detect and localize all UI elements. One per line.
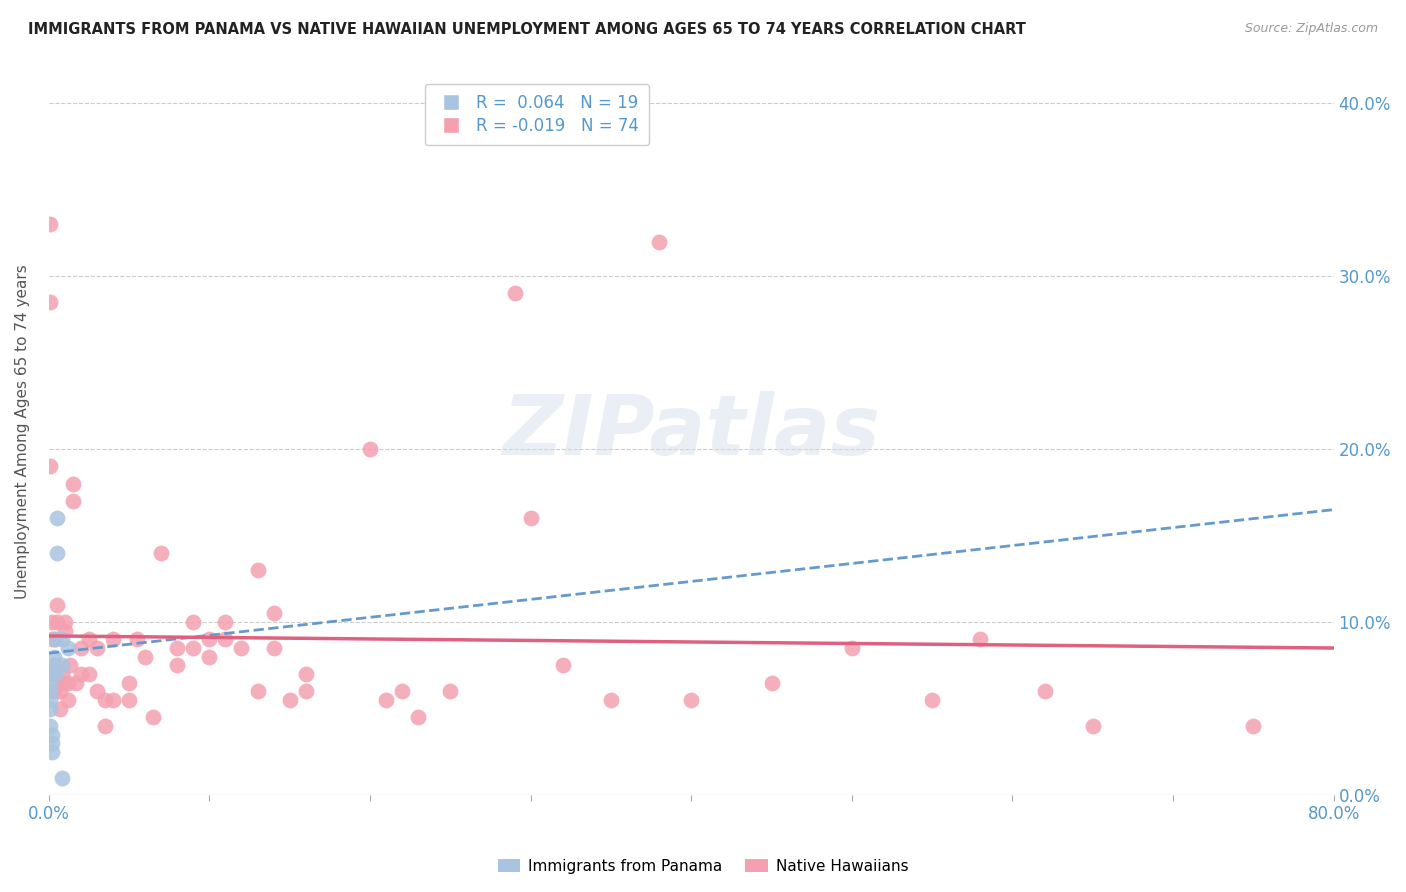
- Point: [53, 624, 76, 638]
- Point: [278, 693, 301, 707]
- Point: [1241, 719, 1264, 733]
- Point: [51, 771, 73, 785]
- Text: Source: ZipAtlas.com: Source: ZipAtlas.com: [1244, 22, 1378, 36]
- Point: [39, 459, 62, 474]
- Point: [294, 684, 316, 698]
- Point: [45, 511, 67, 525]
- Text: IMMIGRANTS FROM PANAMA VS NATIVE HAWAIIAN UNEMPLOYMENT AMONG AGES 65 TO 74 YEARS: IMMIGRANTS FROM PANAMA VS NATIVE HAWAIIA…: [28, 22, 1026, 37]
- Point: [150, 546, 173, 560]
- Point: [41, 736, 63, 750]
- Point: [198, 632, 221, 647]
- Point: [41, 615, 63, 629]
- Point: [53, 615, 76, 629]
- Point: [1033, 684, 1056, 698]
- Point: [45, 615, 67, 629]
- Point: [77, 632, 100, 647]
- Point: [42, 667, 65, 681]
- Point: [48, 675, 70, 690]
- Point: [41, 745, 63, 759]
- Point: [42, 649, 65, 664]
- Point: [56, 640, 79, 655]
- Point: [101, 632, 124, 647]
- Point: [77, 667, 100, 681]
- Point: [62, 494, 84, 508]
- Point: [406, 710, 429, 724]
- Point: [62, 476, 84, 491]
- Point: [439, 684, 461, 698]
- Point: [246, 563, 269, 577]
- Point: [263, 640, 285, 655]
- Point: [375, 693, 398, 707]
- Point: [70, 640, 93, 655]
- Point: [70, 667, 93, 681]
- Point: [921, 693, 943, 707]
- Point: [231, 640, 253, 655]
- Point: [56, 693, 79, 707]
- Point: [39, 667, 62, 681]
- Point: [42, 684, 65, 698]
- Point: [166, 658, 188, 673]
- Point: [681, 693, 703, 707]
- Y-axis label: Unemployment Among Ages 65 to 74 years: Unemployment Among Ages 65 to 74 years: [15, 264, 30, 599]
- Point: [52, 675, 75, 690]
- Point: [86, 640, 108, 655]
- Point: [841, 640, 863, 655]
- Point: [94, 719, 117, 733]
- Point: [359, 442, 381, 456]
- Point: [39, 701, 62, 715]
- Point: [44, 632, 66, 647]
- Point: [214, 615, 236, 629]
- Point: [49, 684, 72, 698]
- Point: [214, 632, 236, 647]
- Point: [45, 598, 67, 612]
- Point: [134, 649, 156, 664]
- Point: [166, 640, 188, 655]
- Point: [59, 658, 82, 673]
- Point: [181, 640, 204, 655]
- Point: [39, 217, 62, 231]
- Point: [127, 632, 149, 647]
- Point: [263, 607, 285, 621]
- Point: [551, 658, 574, 673]
- Text: ZIPatlas: ZIPatlas: [502, 392, 880, 472]
- Point: [648, 235, 671, 249]
- Point: [39, 693, 62, 707]
- Point: [51, 667, 73, 681]
- Point: [198, 649, 221, 664]
- Point: [56, 675, 79, 690]
- Point: [503, 286, 526, 301]
- Point: [761, 675, 783, 690]
- Point: [44, 667, 66, 681]
- Point: [39, 719, 62, 733]
- Point: [39, 675, 62, 690]
- Point: [51, 632, 73, 647]
- Point: [118, 675, 141, 690]
- Point: [44, 658, 66, 673]
- Point: [142, 710, 165, 724]
- Point: [86, 684, 108, 698]
- Point: [391, 684, 413, 698]
- Point: [294, 667, 316, 681]
- Point: [94, 693, 117, 707]
- Point: [39, 684, 62, 698]
- Point: [181, 615, 204, 629]
- Point: [49, 701, 72, 715]
- Point: [599, 693, 621, 707]
- Legend: Immigrants from Panama, Native Hawaiians: Immigrants from Panama, Native Hawaiians: [492, 853, 914, 880]
- Point: [45, 546, 67, 560]
- Point: [65, 675, 87, 690]
- Point: [41, 632, 63, 647]
- Point: [969, 632, 991, 647]
- Point: [246, 684, 269, 698]
- Point: [41, 727, 63, 741]
- Point: [44, 632, 66, 647]
- Point: [42, 658, 65, 673]
- Point: [118, 693, 141, 707]
- Legend: R =  0.064   N = 19, R = -0.019   N = 74: R = 0.064 N = 19, R = -0.019 N = 74: [425, 84, 650, 145]
- Point: [519, 511, 541, 525]
- Point: [51, 658, 73, 673]
- Point: [101, 693, 124, 707]
- Point: [1081, 719, 1104, 733]
- Point: [39, 295, 62, 310]
